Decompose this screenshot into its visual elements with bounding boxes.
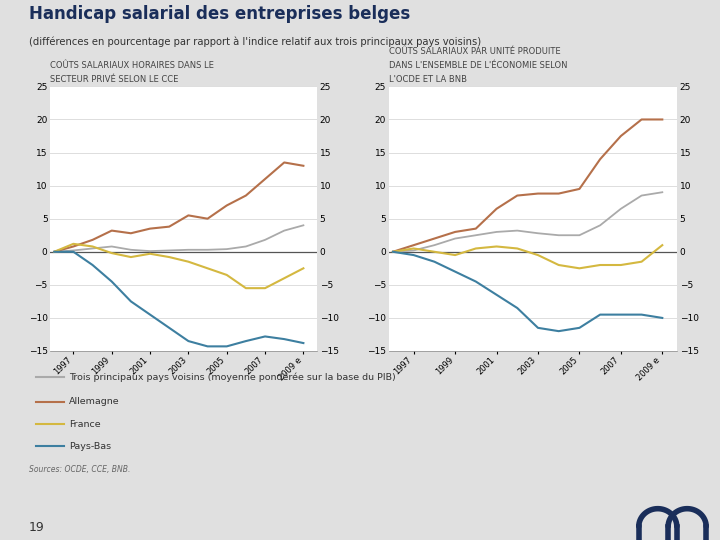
Text: COÛTS SALARIAUX HORAIRES DANS LE: COÛTS SALARIAUX HORAIRES DANS LE [50,60,215,70]
Text: Handicap salarial des entreprises belges: Handicap salarial des entreprises belges [29,5,410,23]
Text: Sources: OCDE, CCE, BNB.: Sources: OCDE, CCE, BNB. [29,465,130,474]
Text: 19: 19 [29,521,45,534]
Text: SECTEUR PRIVÉ SELON LE CCE: SECTEUR PRIVÉ SELON LE CCE [50,75,179,84]
Text: COÛTS SALARIAUX PAR UNITÉ PRODUITE: COÛTS SALARIAUX PAR UNITÉ PRODUITE [389,47,560,56]
Text: Allemagne: Allemagne [69,397,120,406]
Text: DANS L'ENSEMBLE DE L'ÉCONOMIE SELON: DANS L'ENSEMBLE DE L'ÉCONOMIE SELON [389,60,567,70]
Text: Trois principaux pays voisins (moyenne pondérée sur la base du PIB): Trois principaux pays voisins (moyenne p… [69,373,395,382]
Text: Pays-Bas: Pays-Bas [69,442,111,451]
Text: (différences en pourcentage par rapport à l'indice relatif aux trois principaux : (différences en pourcentage par rapport … [29,36,481,47]
Text: L'OCDE ET LA BNB: L'OCDE ET LA BNB [389,75,467,84]
Text: France: France [69,420,100,429]
